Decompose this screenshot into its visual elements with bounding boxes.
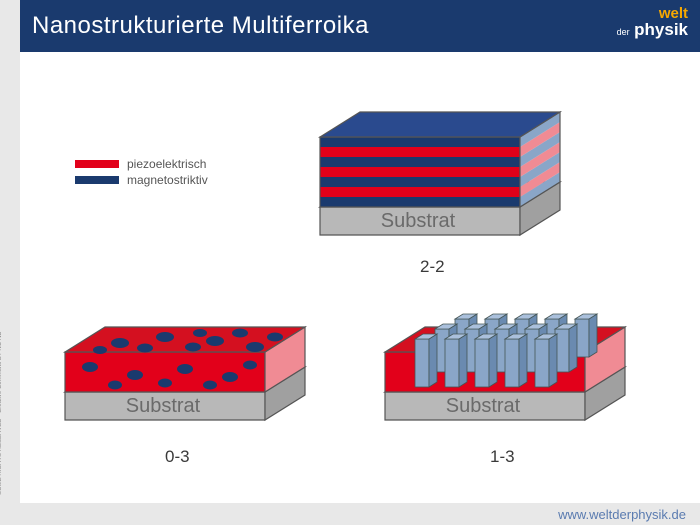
substrate-label-03: Substrat (126, 395, 201, 417)
legend-label-magneto: magnetostriktiv (127, 173, 208, 187)
header-bar: Nanostrukturierte Multiferroika welt der… (20, 0, 700, 52)
diagram-1-3: Substrat (365, 287, 665, 457)
legend-swatch-magneto (75, 176, 119, 184)
caption-03: 0-3 (165, 447, 190, 467)
caption-13: 1-3 (490, 447, 515, 467)
legend-item-piezo: piezoelektrisch (75, 157, 208, 171)
diagram-canvas: piezoelektrisch magnetostriktiv Substrat (20, 52, 700, 503)
footer-url: www.weltderphysik.de (558, 507, 686, 522)
diagram-0-3: Substrat (45, 297, 325, 457)
license-text: SOME RIGHTS RESERVED · Creative Commons … (0, 331, 3, 495)
legend-swatch-piezo (75, 160, 119, 168)
legend-label-piezo: piezoelektrisch (127, 157, 206, 171)
brand-logo: welt der physik (617, 6, 688, 40)
page-title: Nanostrukturierte Multiferroika (32, 12, 369, 40)
legend-item-magneto: magnetostriktiv (75, 173, 208, 187)
logo-text-physik: physik (634, 20, 688, 39)
logo-text-welt: welt (617, 6, 688, 21)
legend: piezoelektrisch magnetostriktiv (75, 157, 208, 189)
diagram-2-2: Substrat (300, 87, 580, 257)
left-margin-strip: SOME RIGHTS RESERVED · Creative Commons … (0, 0, 20, 525)
substrate-label-13: Substrat (446, 395, 521, 417)
caption-22: 2-2 (420, 257, 445, 277)
substrate-label-22: Substrat (381, 210, 456, 232)
logo-text-der: der (617, 27, 630, 37)
footer-bar: www.weltderphysik.de (20, 503, 700, 525)
